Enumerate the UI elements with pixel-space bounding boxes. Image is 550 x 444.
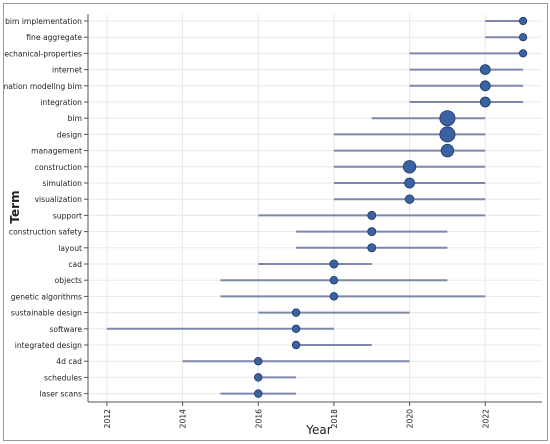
x-axis-label: Year	[305, 423, 331, 437]
x-tick-label: 2022	[481, 409, 490, 428]
term-point	[404, 177, 415, 189]
term-point	[479, 64, 491, 75]
y-tick-label: cad	[68, 260, 82, 269]
y-tick-label: visualization	[35, 195, 83, 204]
grid	[87, 14, 542, 403]
y-tick-label: integration	[40, 98, 82, 107]
y-tick-label: construction safety	[9, 228, 83, 237]
term-point	[479, 80, 491, 92]
x-tick-label: 2018	[330, 409, 339, 428]
y-tick-label: sustainable design	[11, 309, 82, 318]
y-tick-label: bim	[68, 114, 82, 123]
term-point	[439, 110, 456, 127]
x-tick-label: 2016	[254, 409, 263, 428]
term-point	[254, 389, 263, 398]
term-point	[404, 194, 415, 204]
y-tick-label: management	[31, 147, 82, 156]
term-ranges	[106, 20, 524, 395]
x-tick-labels: 2012 2014 2016 2018 2020 2022	[103, 402, 490, 428]
trend-topics-chart: bim implementation fine aggregate mechanic…	[0, 14, 542, 437]
y-tick-label: integrated design	[15, 341, 82, 350]
term-point	[440, 143, 455, 158]
y-tick-label: bim implementation	[5, 17, 82, 26]
term-point	[329, 292, 339, 301]
y-tick-label: simulation	[42, 179, 82, 188]
term-point	[479, 96, 491, 108]
term-point	[518, 33, 528, 42]
term-point	[439, 126, 456, 143]
term-points	[254, 16, 528, 398]
y-tick-label: laser scans	[40, 390, 83, 399]
y-tick-labels: bim implementation fine aggregate mechanic…	[0, 17, 88, 399]
term-point	[329, 259, 339, 269]
y-tick-label: mechanical-properties	[4, 49, 82, 58]
term-point	[367, 243, 377, 253]
term-point	[291, 324, 301, 334]
y-tick-label: 4d cad	[56, 357, 82, 366]
y-tick-label: software	[49, 325, 82, 334]
y-tick-label: genetic algorithms	[11, 292, 82, 301]
x-tick-label: 2014	[179, 409, 188, 428]
term-point	[329, 275, 339, 285]
y-tick-label: layout	[58, 244, 82, 253]
y-tick-label: support	[53, 211, 82, 220]
term-point	[291, 308, 301, 317]
term-point	[367, 227, 377, 237]
y-axis-label: Term	[8, 190, 22, 223]
chart-frame: bim implementation fine aggregate mechanic…	[0, 3, 548, 441]
term-point	[291, 340, 301, 350]
x-tick-label: 2012	[103, 409, 112, 428]
term-point	[518, 16, 528, 26]
term-point	[254, 373, 263, 382]
term-point	[402, 160, 417, 174]
y-tick-label: fine aggregate	[26, 33, 82, 42]
y-tick-label: internet	[52, 66, 82, 75]
y-tick-label: design	[57, 130, 82, 139]
x-tick-label: 2020	[406, 409, 415, 428]
y-tick-label: schedules	[44, 373, 82, 382]
term-point	[367, 210, 377, 220]
term-point	[518, 49, 528, 58]
y-tick-label: objects	[55, 276, 82, 285]
y-tick-label: information modeling bim	[4, 82, 82, 91]
term-point	[254, 356, 263, 366]
y-tick-label: construction	[35, 163, 82, 172]
